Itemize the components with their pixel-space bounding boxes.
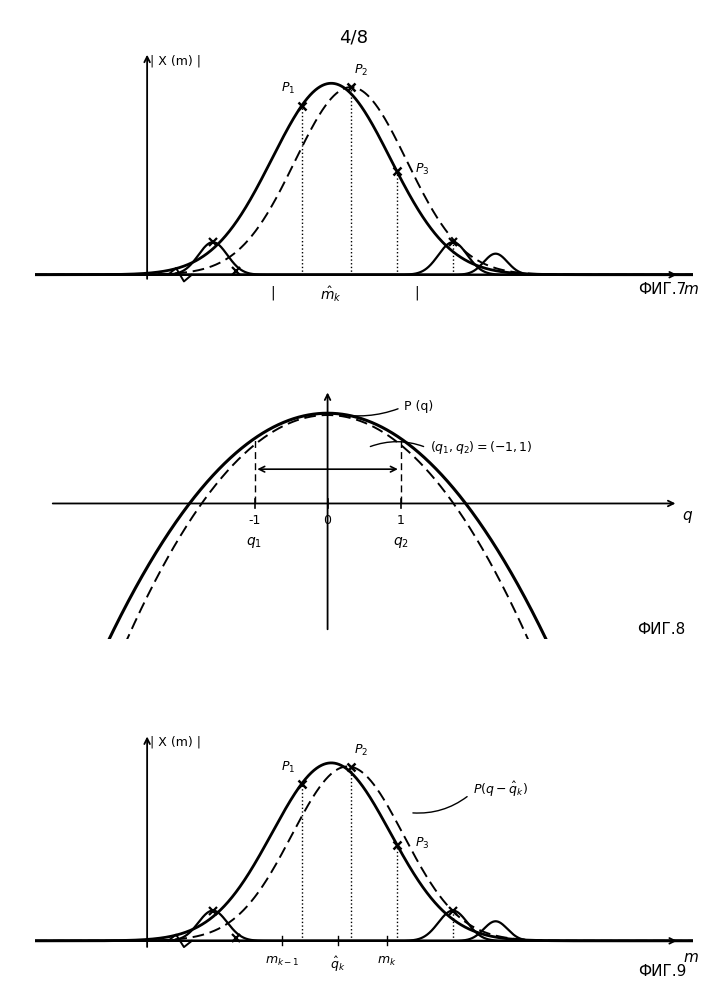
- Text: $q_1$: $q_1$: [247, 535, 262, 550]
- Text: $m_{k-1}$: $m_{k-1}$: [264, 955, 299, 968]
- Text: 4/8: 4/8: [339, 28, 368, 46]
- Text: $\hat{q}_k$: $\hat{q}_k$: [330, 955, 346, 974]
- Text: $P_3$: $P_3$: [416, 836, 430, 851]
- Text: $P_1$: $P_1$: [281, 81, 296, 96]
- Text: $|$: $|$: [269, 284, 274, 302]
- Text: ФИГ.7: ФИГ.7: [638, 282, 686, 297]
- Text: $m$: $m$: [683, 950, 699, 965]
- Text: $P_2$: $P_2$: [354, 62, 368, 78]
- Text: $P_2$: $P_2$: [354, 743, 368, 758]
- Text: $\hat{m}_k$: $\hat{m}_k$: [320, 284, 342, 304]
- Text: $|$: $|$: [414, 284, 419, 302]
- Text: | X (m) |: | X (m) |: [151, 736, 201, 749]
- Text: $m$: $m$: [683, 282, 699, 297]
- Text: $q_2$: $q_2$: [392, 535, 409, 550]
- Text: P (q): P (q): [404, 400, 433, 413]
- Text: $P_3$: $P_3$: [416, 162, 430, 177]
- Text: | X (m) |: | X (m) |: [151, 54, 201, 67]
- Text: $P_1$: $P_1$: [281, 760, 296, 775]
- Text: ФИГ.8: ФИГ.8: [637, 622, 686, 637]
- Text: $P(q-\hat{q}_k)$: $P(q-\hat{q}_k)$: [472, 780, 527, 799]
- Text: ФИГ.9: ФИГ.9: [638, 964, 686, 979]
- Text: $q$: $q$: [682, 509, 693, 525]
- Text: -1: -1: [248, 514, 261, 527]
- Text: 0: 0: [324, 514, 332, 527]
- Text: 1: 1: [397, 514, 404, 527]
- Text: $m_k$: $m_k$: [378, 955, 397, 968]
- Text: $(q_1,q_2)=(-1,1)$: $(q_1,q_2)=(-1,1)$: [430, 439, 532, 456]
